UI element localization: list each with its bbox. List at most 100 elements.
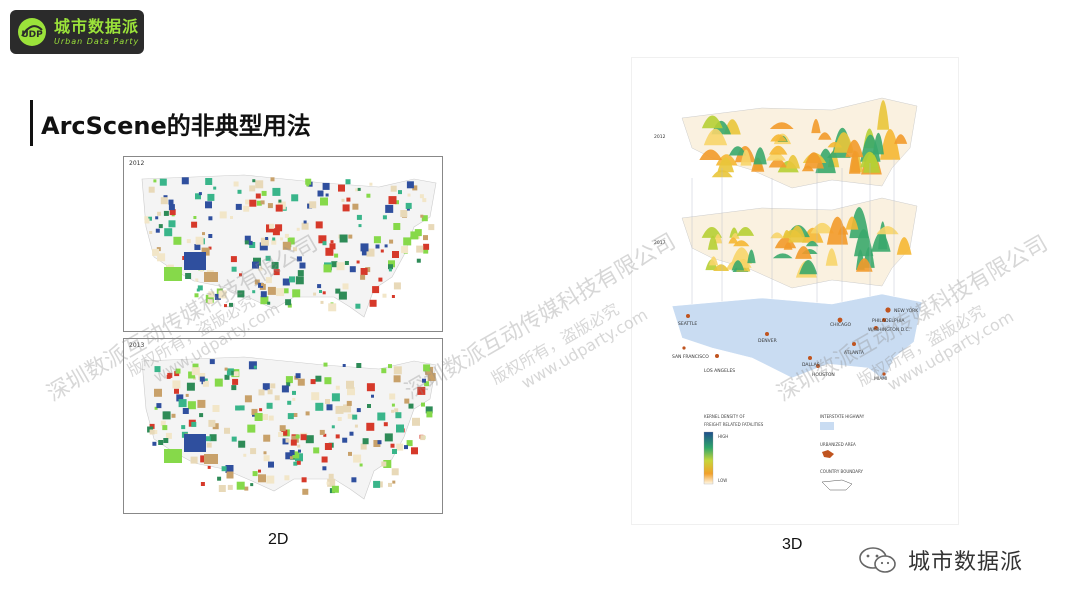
map-region <box>176 394 184 402</box>
map-region <box>390 443 395 448</box>
map-region <box>186 239 191 244</box>
city-philadelphia: PHILADELPHIA <box>872 318 905 324</box>
density-peak <box>896 237 912 255</box>
map-region <box>356 214 362 220</box>
map-region <box>263 455 270 462</box>
map-region <box>342 364 346 367</box>
map-region <box>282 278 290 286</box>
us-choropleth-map <box>141 356 437 500</box>
map-region <box>258 389 265 396</box>
map-region <box>224 367 228 371</box>
map-region <box>360 443 367 450</box>
arcscene-3d-figure: 2012 2017 <box>654 97 923 491</box>
map-region <box>293 461 298 466</box>
map-region <box>346 197 351 202</box>
map-region <box>199 376 205 382</box>
map-region <box>391 409 395 413</box>
density-peak <box>872 132 884 155</box>
map-region <box>284 233 289 238</box>
map-region <box>154 366 161 373</box>
legend-kd-title-1: KERNEL DENSITY OF <box>704 414 746 419</box>
map-region <box>196 288 200 292</box>
density-peak <box>731 247 752 264</box>
map-2d-top-year: 2012 <box>129 160 145 167</box>
city-san-francisco: SAN FRANCISCO <box>672 354 709 360</box>
map-region <box>325 193 329 197</box>
map-region <box>302 488 309 495</box>
map-region <box>209 359 215 365</box>
map-region <box>258 469 261 473</box>
density-peak <box>795 246 812 259</box>
city-denver: DENVER <box>758 338 777 344</box>
map-region <box>382 215 387 220</box>
map-region <box>169 209 176 216</box>
map-region <box>335 288 341 294</box>
legend-kd-title-2: FREIGHT RELATED FATALITIES <box>704 422 764 427</box>
map-region <box>231 266 237 272</box>
map-region <box>285 438 290 443</box>
map-region <box>372 286 380 294</box>
map-region <box>337 417 342 421</box>
map-region <box>410 231 419 240</box>
map-region <box>404 398 410 404</box>
map-region <box>221 466 227 472</box>
density-peak <box>782 229 803 238</box>
map-region <box>366 383 375 392</box>
watermark-url: www.udparty.com <box>518 304 651 393</box>
map-region <box>149 423 155 429</box>
map-region <box>258 266 263 271</box>
map-region <box>393 366 402 375</box>
map-region <box>281 385 289 393</box>
map-region <box>155 216 159 220</box>
map-region <box>354 424 358 428</box>
map-region <box>325 399 330 404</box>
map-region <box>408 403 414 409</box>
map-region <box>224 427 230 434</box>
legend-urban: URBANIZED AREA <box>820 442 856 447</box>
map-region <box>382 293 387 298</box>
map-region <box>388 264 393 270</box>
map-region <box>273 269 280 276</box>
map-region <box>236 481 245 490</box>
map-region <box>381 368 387 374</box>
map-region <box>334 253 339 258</box>
layer-year-2012: 2012 <box>654 134 666 140</box>
map-region <box>286 382 291 387</box>
map-region <box>310 379 316 385</box>
map-region <box>178 399 187 408</box>
map-region <box>218 485 226 492</box>
map-region <box>393 282 401 290</box>
map-region <box>367 404 371 408</box>
map-region <box>381 461 387 467</box>
density-peak <box>769 145 788 155</box>
map-region <box>331 425 335 429</box>
map-region <box>292 289 301 298</box>
city-new-york: NEW YORK <box>894 308 919 314</box>
map-region <box>266 402 273 409</box>
map-region <box>252 290 256 294</box>
map-region <box>184 434 206 452</box>
map-region <box>252 261 259 269</box>
map-region <box>197 285 203 291</box>
map-region <box>416 245 424 253</box>
map-region <box>298 449 301 453</box>
map-region <box>341 198 345 202</box>
map-region <box>233 371 239 377</box>
map-region <box>239 273 242 277</box>
map-region <box>356 363 362 368</box>
map-region <box>160 420 166 426</box>
map-region <box>214 293 221 300</box>
map-region <box>230 256 237 263</box>
map-region <box>182 408 189 414</box>
map-region <box>331 393 340 402</box>
map-region <box>358 224 362 228</box>
map-region <box>248 361 257 370</box>
map-region <box>207 299 213 304</box>
map-region <box>259 242 268 251</box>
map-region <box>313 292 317 296</box>
map-region <box>322 241 327 246</box>
map-region <box>195 278 199 282</box>
map-region <box>395 200 399 205</box>
map-region <box>186 382 195 391</box>
map-region <box>417 386 426 395</box>
